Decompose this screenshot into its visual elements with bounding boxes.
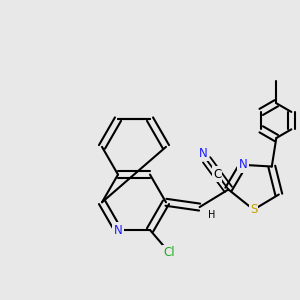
Text: H: H — [208, 210, 215, 220]
Text: N: N — [114, 224, 122, 236]
Text: N: N — [238, 158, 247, 171]
Text: N: N — [199, 147, 208, 160]
Text: S: S — [250, 203, 257, 216]
Text: Cl: Cl — [164, 246, 175, 259]
Text: C: C — [213, 167, 221, 181]
